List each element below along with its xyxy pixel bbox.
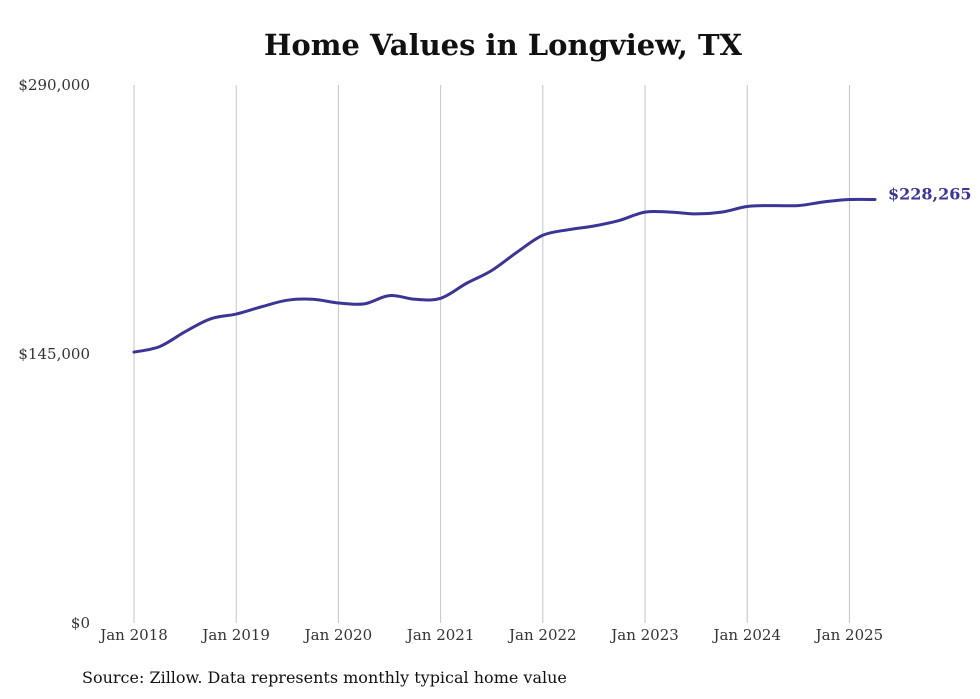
chart-title: Home Values in Longview, TX (263, 28, 743, 62)
x-axis-tick-labels: Jan 2018 Jan 2019 Jan 2020 Jan 2021 Jan 2022… (98, 626, 883, 644)
source-note: Source: Zillow. Data represents monthly … (82, 668, 567, 687)
x-tick-label: Jan 2021 (405, 626, 475, 644)
x-tick-label: Jan 2020 (303, 626, 373, 644)
y-tick-label: $145,000 (18, 345, 90, 363)
y-tick-label: $290,000 (18, 76, 90, 94)
x-tick-label: Jan 2022 (507, 626, 577, 644)
x-tick-label: Jan 2023 (609, 626, 679, 644)
x-tick-label: Jan 2018 (98, 626, 168, 644)
series-line (132, 197, 877, 354)
x-tick-label: Jan 2025 (814, 626, 884, 644)
grid-lines (133, 85, 850, 623)
x-tick-label: Jan 2024 (711, 626, 781, 644)
series-line-group (132, 197, 877, 354)
end-value-label-group: $228,265 (888, 185, 972, 204)
x-tick-label: Jan 2019 (200, 626, 270, 644)
y-axis-tick-labels: $0 $145,000 $290,000 (18, 76, 90, 632)
end-value-label: $228,265 (888, 185, 972, 204)
y-tick-label: $0 (71, 614, 90, 632)
